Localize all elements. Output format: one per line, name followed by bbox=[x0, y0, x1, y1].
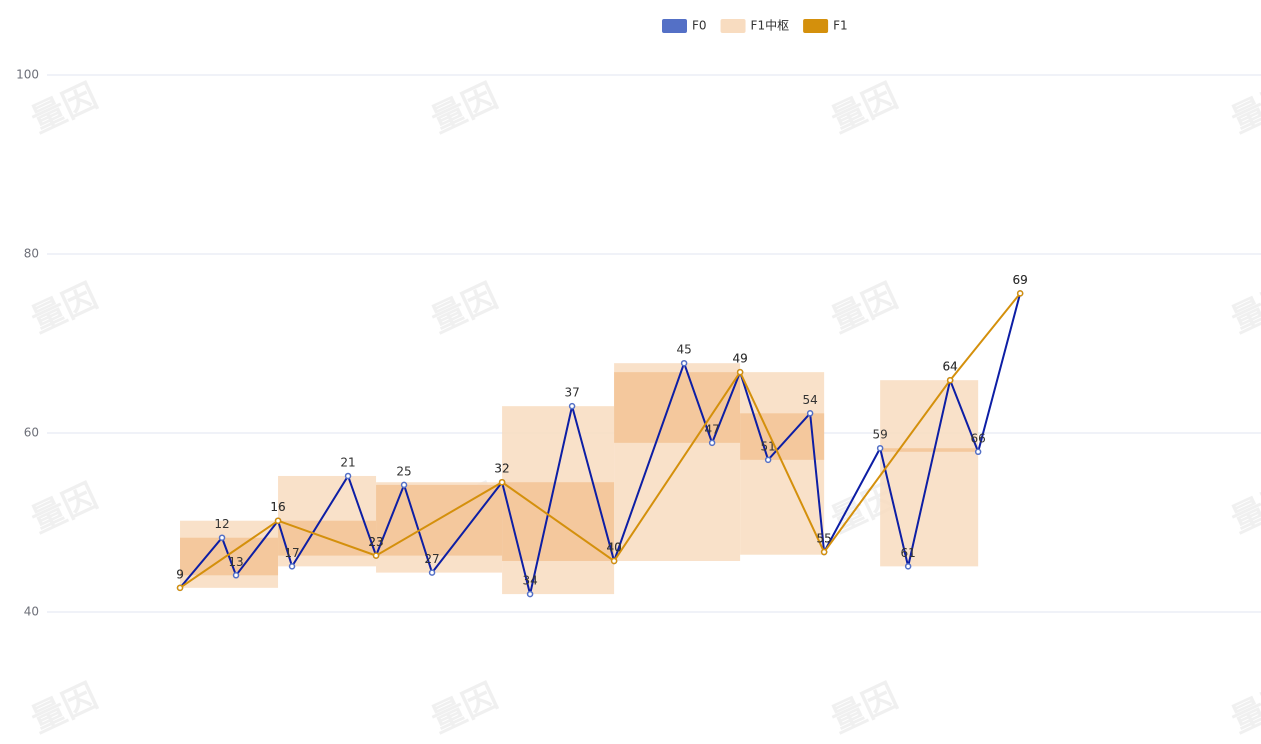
point bbox=[610, 557, 618, 565]
watermark: 量因 bbox=[1225, 476, 1261, 541]
point bbox=[1016, 290, 1024, 297]
watermark: 量因 bbox=[825, 676, 904, 740]
watermark: 量因 bbox=[1225, 676, 1261, 740]
point-label: 49 bbox=[732, 352, 747, 366]
point-label: 69 bbox=[1013, 273, 1028, 287]
legend-swatch bbox=[662, 19, 687, 33]
point bbox=[820, 548, 828, 556]
point-label: 45 bbox=[676, 343, 691, 357]
point-label: 25 bbox=[396, 464, 411, 478]
point-label: 54 bbox=[802, 393, 817, 407]
point-label: 16 bbox=[270, 500, 285, 514]
watermark: 量因 bbox=[425, 76, 504, 141]
y-tick-label: 40 bbox=[24, 605, 39, 619]
point bbox=[218, 534, 226, 541]
watermark: 量因 bbox=[25, 76, 104, 141]
point-label: 21 bbox=[340, 455, 355, 469]
watermark: 量因 bbox=[25, 276, 104, 341]
point bbox=[232, 572, 240, 579]
watermark: 量因 bbox=[1225, 276, 1261, 341]
point bbox=[974, 448, 982, 456]
point-label: 64 bbox=[943, 360, 958, 374]
point bbox=[344, 472, 352, 480]
point bbox=[680, 359, 688, 367]
point-label: 47 bbox=[704, 422, 719, 436]
point-label: 49 bbox=[732, 352, 747, 366]
point-label: 40 bbox=[606, 540, 621, 554]
point-label: 23 bbox=[368, 535, 383, 549]
point bbox=[904, 563, 912, 570]
point bbox=[736, 368, 744, 376]
point-label: 17 bbox=[284, 546, 299, 560]
point-label: 40 bbox=[606, 540, 621, 554]
point bbox=[806, 410, 814, 417]
point-label: 23 bbox=[368, 535, 383, 549]
point-label: 55 bbox=[816, 532, 831, 546]
point bbox=[288, 563, 296, 570]
point-label: 32 bbox=[494, 462, 509, 476]
legend-swatch bbox=[803, 19, 829, 33]
watermark: 量因 bbox=[1225, 76, 1261, 141]
point-label: 9 bbox=[176, 567, 184, 581]
point-label: 34 bbox=[522, 574, 537, 588]
point-label: 16 bbox=[270, 500, 285, 514]
point-label: 9 bbox=[176, 567, 184, 581]
point bbox=[946, 376, 954, 384]
point-label: 69 bbox=[1013, 273, 1028, 287]
point-label: 12 bbox=[214, 517, 229, 531]
point-label: 32 bbox=[494, 462, 509, 476]
point-label: 61 bbox=[901, 546, 916, 560]
point-label: 51 bbox=[760, 439, 775, 453]
legend-label: F1 bbox=[833, 19, 848, 33]
y-tick-label: 100 bbox=[16, 68, 39, 82]
point-label: 27 bbox=[424, 552, 439, 566]
point bbox=[708, 439, 716, 447]
point bbox=[764, 456, 772, 464]
point bbox=[568, 402, 576, 410]
point bbox=[428, 569, 436, 576]
point bbox=[372, 552, 380, 559]
y-tick-label: 80 bbox=[24, 247, 39, 261]
watermark: 量因 bbox=[825, 76, 904, 141]
watermark: 量因 bbox=[25, 676, 104, 740]
y-tick-label: 60 bbox=[24, 426, 39, 440]
watermark: 量因 bbox=[425, 276, 504, 341]
zone-core bbox=[880, 448, 979, 452]
point bbox=[876, 444, 884, 452]
point-label: 59 bbox=[872, 428, 887, 442]
point bbox=[274, 517, 282, 524]
point-label: 13 bbox=[228, 555, 243, 569]
watermark: 量因 bbox=[425, 676, 504, 740]
legend-swatch bbox=[720, 19, 746, 33]
point-label: 66 bbox=[971, 431, 986, 445]
point bbox=[400, 481, 408, 489]
point bbox=[526, 590, 534, 598]
point bbox=[176, 584, 184, 592]
legend-label: F1中枢 bbox=[751, 18, 790, 33]
point-label: 37 bbox=[564, 386, 579, 400]
point-label: 64 bbox=[943, 360, 958, 374]
watermark: 量因 bbox=[825, 276, 904, 341]
point bbox=[498, 478, 506, 486]
legend-label: F0 bbox=[692, 19, 707, 33]
watermark: 量因 bbox=[25, 476, 104, 541]
